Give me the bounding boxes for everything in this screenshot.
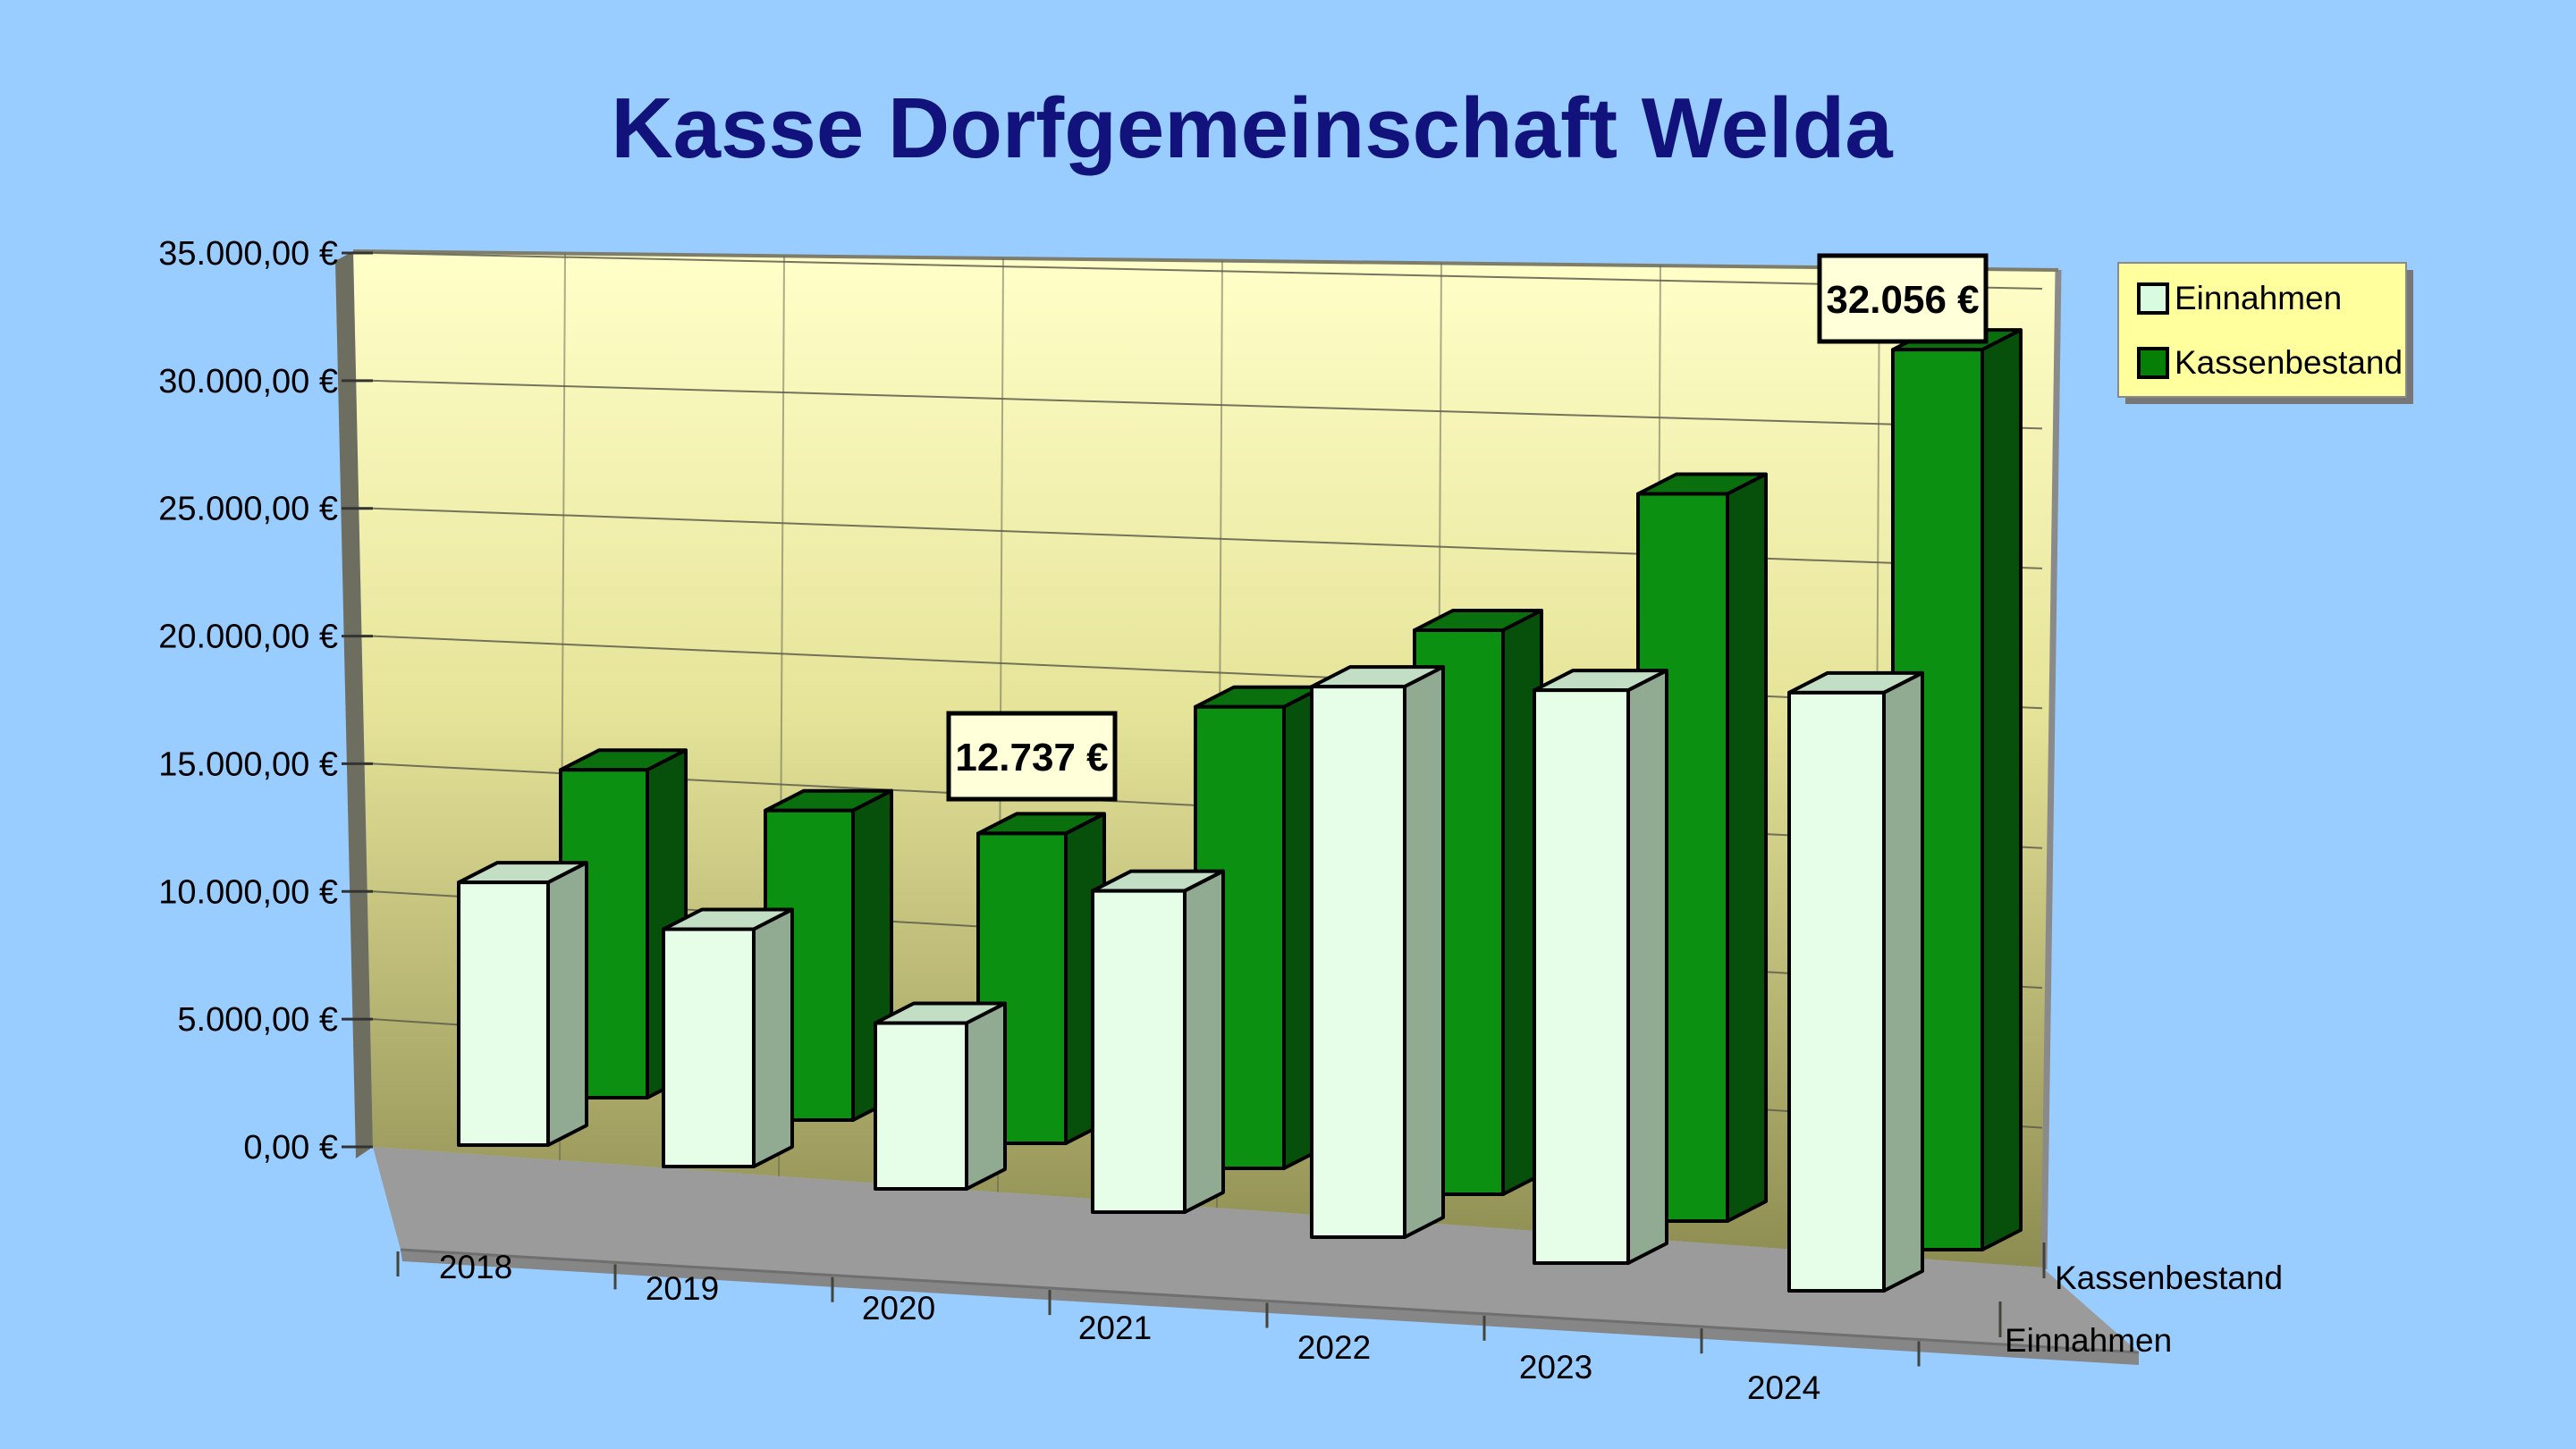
legend[interactable]: Einnahmen Kassenbestand [2117,262,2413,404]
value-tick-label: 0,00 € [243,1129,338,1167]
category-label-2022: 2022 [1297,1329,1371,1366]
bar-series [457,328,2023,1293]
category-label-2020: 2020 [862,1290,935,1327]
category-label-2023: 2023 [1519,1349,1592,1386]
category-label-2019: 2019 [646,1270,719,1307]
value-axis-ticks [342,251,373,1149]
legend-label-einnahmen: Einnahmen [2175,280,2342,316]
bar-einnahmen-2024[interactable] [1787,670,1924,1293]
value-tick-label: 10.000,00 € [158,873,338,911]
chart-title: Kasse Dorfgemeinschaft Welda [611,80,1893,176]
bar-einnahmen-2023[interactable] [1533,669,1668,1265]
data-label-2024: 32.056 € [1817,253,1989,344]
plot-floor [373,1147,2140,1367]
data-label-2024-text: 32.056 € [1826,278,1979,322]
bar-einnahmen-2020[interactable] [874,1001,1007,1191]
category-label-2018: 2018 [439,1249,512,1285]
bar-einnahmen-2022[interactable] [1310,665,1445,1239]
category-label-2024: 2024 [1747,1369,1820,1406]
category-axis-labels: 2018 2019 2020 2021 2022 2023 2024 [439,1249,1820,1406]
category-label-2021: 2021 [1078,1310,1152,1346]
value-tick-label: 30.000,00 € [158,363,338,400]
value-tick-label: 35.000,00 € [158,235,338,273]
bar-einnahmen-2018[interactable] [457,861,588,1147]
data-label-2020-text: 12.737 € [955,736,1108,779]
data-label-2020: 12.737 € [946,711,1118,802]
value-tick-label: 25.000,00 € [158,491,338,528]
legend-label-kassenbestand: Kassenbestand [2175,344,2403,381]
bar-einnahmen-2021[interactable] [1091,869,1225,1214]
legend-swatch-einnahmen [2137,282,2169,315]
depth-label-kassenbestand: Kassenbestand [2055,1259,2283,1296]
value-tick-label: 20.000,00 € [158,619,338,656]
value-tick-label: 5.000,00 € [177,1001,338,1039]
value-tick-label: 15.000,00 € [158,746,338,783]
depth-label-einnahmen: Einnahmen [2005,1322,2172,1359]
bar-kassenbestand-2018[interactable] [559,748,688,1099]
value-axis-labels: 0,00 € 5.000,00 € 10.000,00 € 15.000,00 € 20… [158,235,338,1167]
bar-einnahmen-2019[interactable] [662,907,794,1168]
legend-swatch-kassenbestand [2137,347,2169,379]
